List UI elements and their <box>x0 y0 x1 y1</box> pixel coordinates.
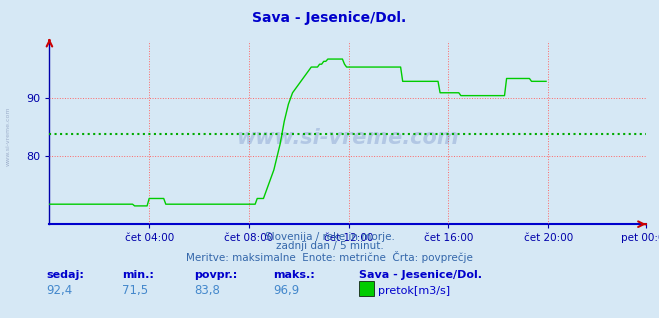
Text: zadnji dan / 5 minut.: zadnji dan / 5 minut. <box>275 241 384 251</box>
Text: Sava - Jesenice/Dol.: Sava - Jesenice/Dol. <box>252 11 407 25</box>
Text: 71,5: 71,5 <box>122 284 148 297</box>
Text: Meritve: maksimalne  Enote: metrične  Črta: povprečje: Meritve: maksimalne Enote: metrične Črta… <box>186 251 473 263</box>
Text: sedaj:: sedaj: <box>46 270 84 280</box>
Text: maks.:: maks.: <box>273 270 315 280</box>
Text: www.si-vreme.com: www.si-vreme.com <box>237 128 459 148</box>
Text: Sava - Jesenice/Dol.: Sava - Jesenice/Dol. <box>359 270 482 280</box>
Text: povpr.:: povpr.: <box>194 270 238 280</box>
Text: www.si-vreme.com: www.si-vreme.com <box>5 107 11 167</box>
Text: 83,8: 83,8 <box>194 284 220 297</box>
Text: 96,9: 96,9 <box>273 284 300 297</box>
Text: Slovenija / reke in morje.: Slovenija / reke in morje. <box>264 232 395 241</box>
Text: min.:: min.: <box>122 270 154 280</box>
Text: pretok[m3/s]: pretok[m3/s] <box>378 286 449 296</box>
Text: 92,4: 92,4 <box>46 284 72 297</box>
